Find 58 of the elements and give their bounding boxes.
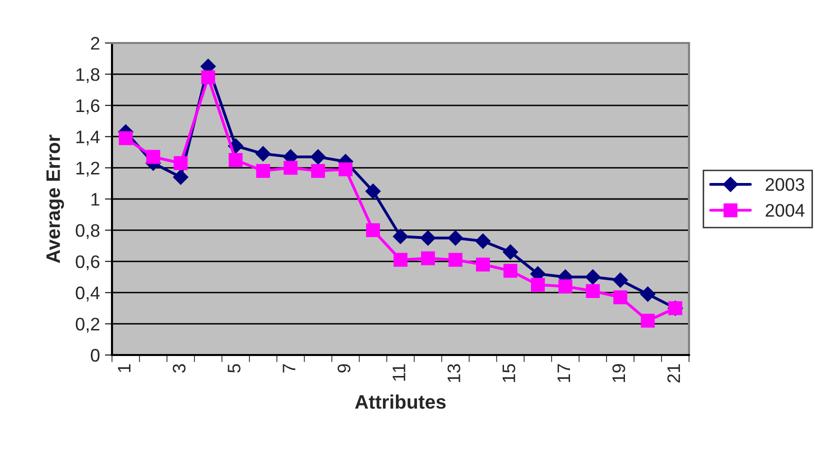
point bbox=[394, 252, 408, 267]
legend-label: 2003 bbox=[766, 178, 804, 191]
point bbox=[448, 230, 464, 246]
x-tick-label: 5 bbox=[228, 364, 240, 373]
y-tick-label: 1,6 bbox=[76, 99, 100, 114]
x-tick-label: 13 bbox=[448, 364, 460, 382]
y-tick-label: 1,8 bbox=[76, 68, 100, 84]
point bbox=[310, 149, 326, 164]
legend-label: 2004 bbox=[766, 204, 804, 217]
point bbox=[448, 252, 462, 267]
x-tick-label: 15 bbox=[502, 364, 516, 382]
point bbox=[392, 228, 408, 244]
point bbox=[613, 290, 628, 304]
y-tick-label: 0 bbox=[90, 348, 100, 362]
x-axis-title: Attributes bbox=[355, 394, 446, 409]
point bbox=[174, 156, 188, 170]
point bbox=[311, 164, 326, 178]
point bbox=[173, 170, 188, 185]
point bbox=[640, 286, 656, 302]
point bbox=[612, 272, 628, 288]
point bbox=[256, 146, 271, 162]
point bbox=[476, 258, 490, 272]
point bbox=[256, 164, 270, 178]
point bbox=[201, 70, 216, 84]
x-tick-label: 7 bbox=[282, 364, 296, 372]
y-axis-title: Average Error bbox=[46, 134, 64, 263]
point bbox=[420, 230, 436, 246]
point bbox=[585, 269, 600, 285]
y-tick-label: 1 bbox=[92, 193, 100, 206]
y-tick-label: 2 bbox=[91, 36, 100, 50]
x-tick-label: 21 bbox=[667, 364, 680, 383]
y-tick-label: 0,4 bbox=[76, 286, 100, 302]
x-tick-label: 19 bbox=[612, 364, 626, 382]
point bbox=[586, 284, 600, 298]
point bbox=[502, 244, 518, 260]
x-tick-label: 3 bbox=[172, 364, 186, 373]
point bbox=[503, 264, 518, 278]
x-tick-label: 1 bbox=[118, 364, 130, 372]
point bbox=[146, 150, 160, 164]
point bbox=[118, 131, 133, 146]
y-tick-label: 0,2 bbox=[76, 318, 100, 333]
y-tick-label: 1,4 bbox=[76, 130, 100, 146]
point bbox=[284, 160, 298, 175]
point bbox=[228, 153, 243, 167]
point bbox=[338, 162, 352, 176]
y-tick-label: 1,2 bbox=[76, 162, 100, 177]
x-tick-label: 9 bbox=[338, 364, 350, 373]
point bbox=[640, 314, 655, 328]
y-tick-label: 0,8 bbox=[76, 224, 100, 240]
y-tick-label: 0,6 bbox=[76, 255, 100, 270]
point bbox=[475, 234, 490, 249]
x-tick-label: 11 bbox=[392, 364, 406, 381]
x-tick-label: 17 bbox=[558, 364, 570, 382]
point bbox=[530, 278, 545, 292]
point bbox=[421, 251, 435, 266]
point bbox=[366, 223, 380, 238]
point bbox=[365, 184, 381, 199]
point bbox=[558, 279, 572, 294]
